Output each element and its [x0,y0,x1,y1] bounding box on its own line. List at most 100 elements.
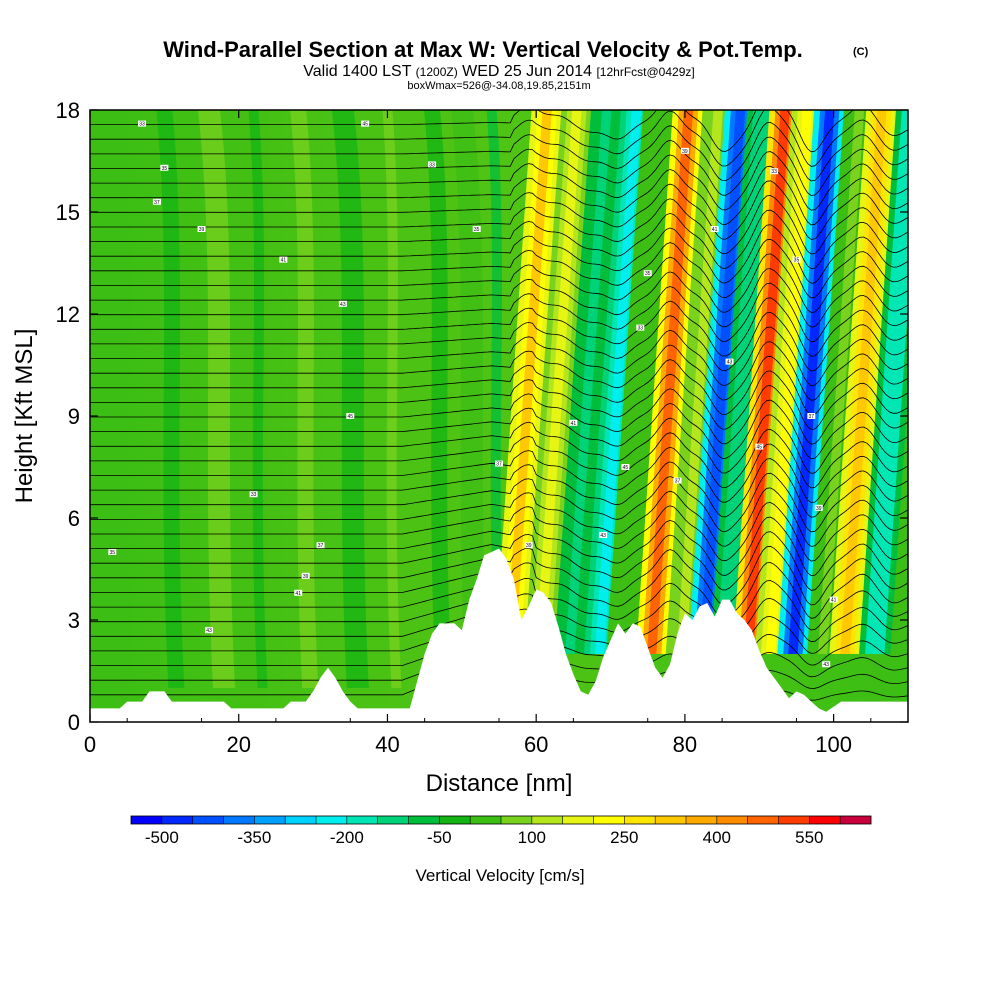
theta-contour [90,136,908,197]
contour-label-box [829,596,838,603]
contour-label: 39 [680,147,689,155]
plot-area: 33 35 37 39 41 43 45 33 35 37 39 41 43 45 33 35 37 39 41 43… [90,110,908,722]
wave-band [699,110,746,654]
contour-label-box [346,413,355,419]
contour-label-text: 33 [771,169,777,175]
contour-label-text: 41 [281,258,287,264]
contour-label-box [108,549,117,555]
contour-label-text: 41 [712,227,718,233]
colorbar-swatch [377,816,409,824]
contour-label: 33 [249,491,258,498]
x-axis: 0 20 40 60 80 100 [84,110,872,757]
wave-band [840,110,887,654]
wave-band [865,110,908,654]
background-streak [114,110,134,688]
contour-label: 35 [108,549,117,556]
background-streak [450,110,488,688]
contour-label: 35 [160,164,169,172]
colorbar-swatch [223,816,255,824]
contour-label-box [316,542,325,549]
y-tick-label: 6 [68,506,80,531]
theta-contour [90,385,908,445]
theta-contour [90,502,908,562]
chart-box-wmax: boxWmax=526@-34.08,19.85,2151m [407,80,590,92]
theta-contour [90,268,908,328]
contour-label: 37 [316,542,325,549]
contour-label-text: 37 [809,414,815,420]
contour-label-text: 43 [823,662,829,668]
contour-label: 33 [138,120,147,128]
colorbar-swatch [716,816,748,824]
contour-label-text: 41 [295,591,301,597]
contour-label-box [338,300,347,307]
wave-band [676,110,723,654]
colorbar-tick-label: -350 [237,828,271,847]
contour-label: 43 [338,300,347,308]
contour-label-box [792,256,801,263]
contour-label-box [160,164,169,171]
contour-label-text: 45 [756,445,762,451]
contour-label-text: 33 [638,326,644,332]
theta-contour [90,399,908,460]
contour-label-box [301,572,310,579]
chart-title-mark: (C) [853,46,869,58]
contour-label: 41 [279,256,288,264]
y-tick-label: 18 [56,98,80,123]
theta-contour [90,458,908,518]
terrain [90,548,908,722]
colorbar-swatch [316,816,348,824]
contour-label: 41 [829,596,838,604]
contour-label-text: 41 [831,598,837,604]
theta-contour [90,341,908,401]
background-streak [290,110,319,688]
colorbar-swatch [192,816,224,824]
theta-contour [90,531,908,591]
theta-contour [90,414,908,474]
contour-label-box [680,147,689,154]
contour-label-box [636,324,645,331]
background-streak [197,110,235,688]
y-tick-label: 3 [68,608,80,633]
colorbar-swatch [655,816,687,824]
wave-band [817,110,865,654]
wave-band [594,110,642,654]
contour-label-box [197,226,206,232]
contour-label-box [204,627,213,634]
y-tick-label: 12 [56,302,80,327]
contour-label-box [673,477,682,484]
contour-labels: 33 35 37 39 41 43 45 33 35 37 39 41 43 45 33 35 37 39 41 43… [108,120,838,668]
background-streak [156,110,185,688]
contour-label: 41 [569,419,578,427]
subtitle-forecast: [12hrFcst@0429z] [596,65,694,79]
contour-label-box [621,464,630,470]
wave-column [554,110,623,654]
theta-contour [90,487,908,547]
wave-column [606,110,675,654]
contour-label-text: 35 [162,166,168,172]
theta-contour [90,209,908,270]
contour-label-text: 37 [496,462,502,468]
x-tick-label: 40 [375,732,399,757]
contour-label-box [807,413,816,419]
chart-subtitle: Valid 1400 LST (1200Z) WED 25 Jun 2014 [… [303,63,694,80]
contour-label: 39 [814,504,823,512]
y-axis-label: Height [Kft MSL] [11,329,38,504]
contour-label: 35 [643,270,652,277]
contour-label-box [472,226,481,232]
theta-contour [90,110,908,153]
theta-contour [90,326,908,387]
contour-label: 39 [197,226,206,233]
colorbar-swatch [809,816,841,824]
contour-label-box [710,226,719,232]
y-tick-label: 0 [68,710,80,735]
background-streak [382,110,402,688]
colorbar-tick-label: -200 [330,828,364,847]
contour-label: 33 [636,324,645,332]
theta-contour [90,151,908,211]
theta-contour [90,238,908,299]
y-axis: 0 3 6 9 12 15 18 [56,98,908,735]
contour-label: 45 [755,443,764,451]
background-streak [248,110,268,688]
contour-label-text: 35 [110,550,116,556]
contour-label: 37 [807,413,816,420]
